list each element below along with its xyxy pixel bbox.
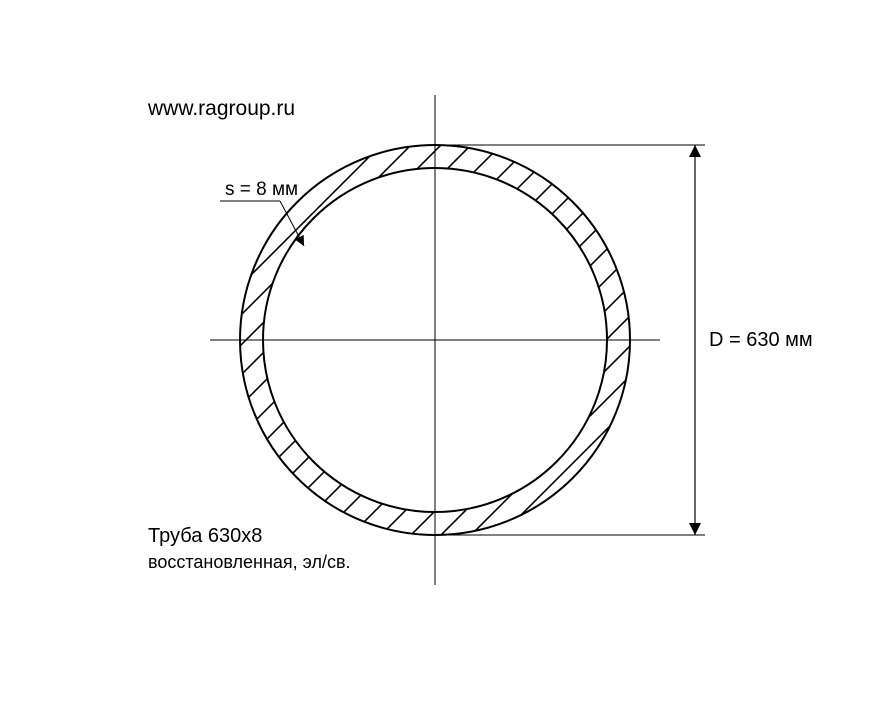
dimension-label-thickness: s = 8 мм	[225, 179, 298, 200]
watermark-url: www.ragroup.ru	[147, 97, 295, 120]
title-line-1: Труба 630x8	[148, 525, 262, 547]
dimension-label-diameter: D = 630 мм	[709, 329, 813, 351]
title-line-2: восстановленная, эл/св.	[148, 552, 351, 572]
pipe-cross-section-diagram: D = 630 мм s = 8 мм www.ragroup.ru Труба 63…	[0, 0, 876, 701]
